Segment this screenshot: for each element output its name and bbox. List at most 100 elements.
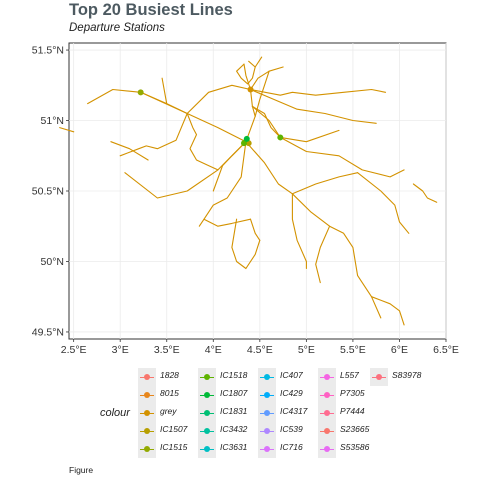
route-lines [59,56,438,326]
route-line [212,141,247,192]
legend-key-dot [204,374,210,380]
x-tick-label: 3.5°E [154,344,180,356]
legend-label: P7444 [340,406,365,416]
route-line [203,218,252,227]
chart-subtitle: Departure Stations [69,22,165,34]
x-tick-label: 4.5°E [247,344,273,356]
legend-label: P7305 [340,388,365,398]
legend-key-dot [204,410,210,416]
legend-key-dot [264,446,270,452]
legend-label: S53586 [340,442,370,452]
route-line [249,88,387,96]
legend-key-dot [144,392,150,398]
legend-key-dot [324,428,330,434]
x-tick-label: 5°E [298,344,315,356]
legend-key [318,440,336,458]
station-point [277,134,284,141]
legend-key-dot [204,428,210,434]
map-chart: 2.5°E 3°E 3.5°E 4°E 4.5°E 5°E 5.5°E 6°E 6.5°E 49… [32,42,459,356]
legend-key [258,404,276,422]
x-tick-label: 3°E [112,344,129,356]
route-line [357,172,410,234]
legend-label: IC429 [280,388,303,398]
route-line [249,218,261,241]
legend-label: IC1807 [220,388,248,398]
legend-label: IC3432 [220,424,248,434]
legend-label: 8015 [160,388,179,398]
route-line [119,112,188,157]
legend-label: IC4317 [280,406,308,416]
legend-key-dot [324,374,330,380]
route-line [59,127,75,133]
legend-label: IC1507 [160,424,188,434]
route-line [161,77,168,105]
legend-key-dot [264,392,270,398]
legend-label: IC1518 [220,370,248,380]
legend-key [318,368,336,386]
legend-key [318,386,336,404]
legend-label: S23665 [340,424,370,434]
legend-key [138,422,156,440]
legend-key-dot [324,446,330,452]
y-tick-label: 49.5°N [32,326,64,338]
legend-key [198,368,216,386]
legend-key [258,368,276,386]
legend: colour 1828 8015 grey IC1507 IC1515 IC1518 IC1… [100,368,460,460]
x-tick-label: 4°E [205,344,222,356]
x-tick-label: 6°E [391,344,408,356]
legend-key [258,440,276,458]
x-tick-label: 6.5°E [433,344,459,356]
legend-key-dot [144,374,150,380]
route-line [249,66,284,91]
legend-key-dot [264,428,270,434]
legend-label: grey [160,406,177,416]
route-line [279,136,405,178]
figure-caption: Figure [69,465,94,475]
station-point [243,135,250,142]
legend-key [198,404,216,422]
legend-key [370,368,388,386]
route-line [231,218,261,270]
legend-label: L557 [340,370,359,380]
legend-key [318,422,336,440]
legend-label: IC3631 [220,442,248,452]
legend-key-dot [324,410,330,416]
route-line [254,70,270,117]
station-points [137,86,284,147]
legend-key-dot [264,410,270,416]
route-line [370,296,405,326]
legend-key-dot [264,374,270,380]
legend-label: IC1515 [160,442,188,452]
route-line [412,183,438,203]
legend-key [258,422,276,440]
legend-key-dot [144,428,150,434]
legend-key [198,386,216,404]
chart-title: Top 20 Busiest Lines [69,1,233,19]
x-tick-label: 5.5°E [340,344,366,356]
route-line [245,88,256,143]
legend-key [138,440,156,458]
station-point [241,140,248,147]
legend-label: S83978 [392,370,422,380]
y-axis-ticks: 49.5°N 50°N 50.5°N 51°N 51.5°N [32,45,69,338]
route-line [243,63,252,91]
x-axis-ticks: 2.5°E 3°E 3.5°E 4°E 4.5°E 5°E 5.5°E 6°E 6.5°E [61,339,459,356]
route-line [186,112,219,171]
route-line [198,141,247,227]
legend-title: colour [100,407,130,419]
legend-label: IC539 [280,424,303,434]
y-tick-label: 50°N [41,256,64,268]
route-line [254,56,263,68]
legend-key-dot [144,446,150,452]
legend-key-dot [144,410,150,416]
legend-label: 1828 [160,370,179,380]
y-tick-label: 50.5°N [32,186,64,198]
station-point [247,86,254,93]
route-line [251,105,281,138]
legend-label: IC407 [280,370,303,380]
legend-key [258,386,276,404]
route-line [291,193,307,270]
route-line [249,88,377,124]
legend-key [138,404,156,422]
y-tick-label: 51.5°N [32,45,64,57]
